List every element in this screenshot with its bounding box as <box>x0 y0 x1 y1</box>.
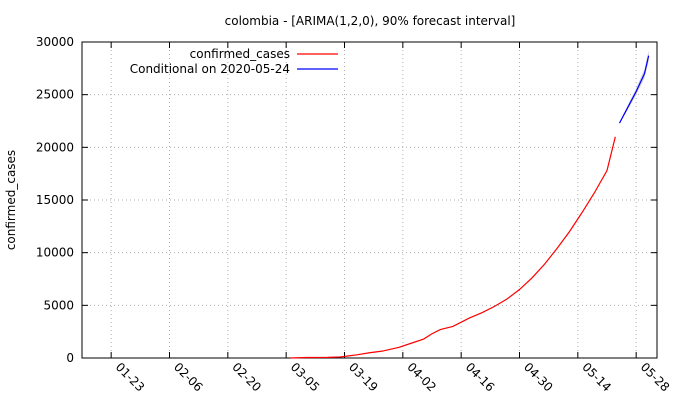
chart-title: colombia - [ARIMA(1,2,0), 90% forecast i… <box>225 14 516 28</box>
y-tick-label: 30000 <box>36 35 74 49</box>
series-lines <box>290 55 650 359</box>
series-line-0 <box>290 136 616 359</box>
y-axis-label: confirmed_cases <box>4 150 18 250</box>
y-tick-label: 5000 <box>43 298 74 312</box>
y-tick-label: 20000 <box>36 140 74 154</box>
series-line-1 <box>618 55 650 124</box>
y-tick-label: 0 <box>66 351 74 365</box>
legend-label-0: confirmed_cases <box>190 47 290 61</box>
y-tick-label: 15000 <box>36 193 74 207</box>
y-tick-label: 25000 <box>36 88 74 102</box>
legend-label-1: Conditional on 2020-05-24 <box>130 62 290 76</box>
y-tick-label: 10000 <box>36 246 74 260</box>
